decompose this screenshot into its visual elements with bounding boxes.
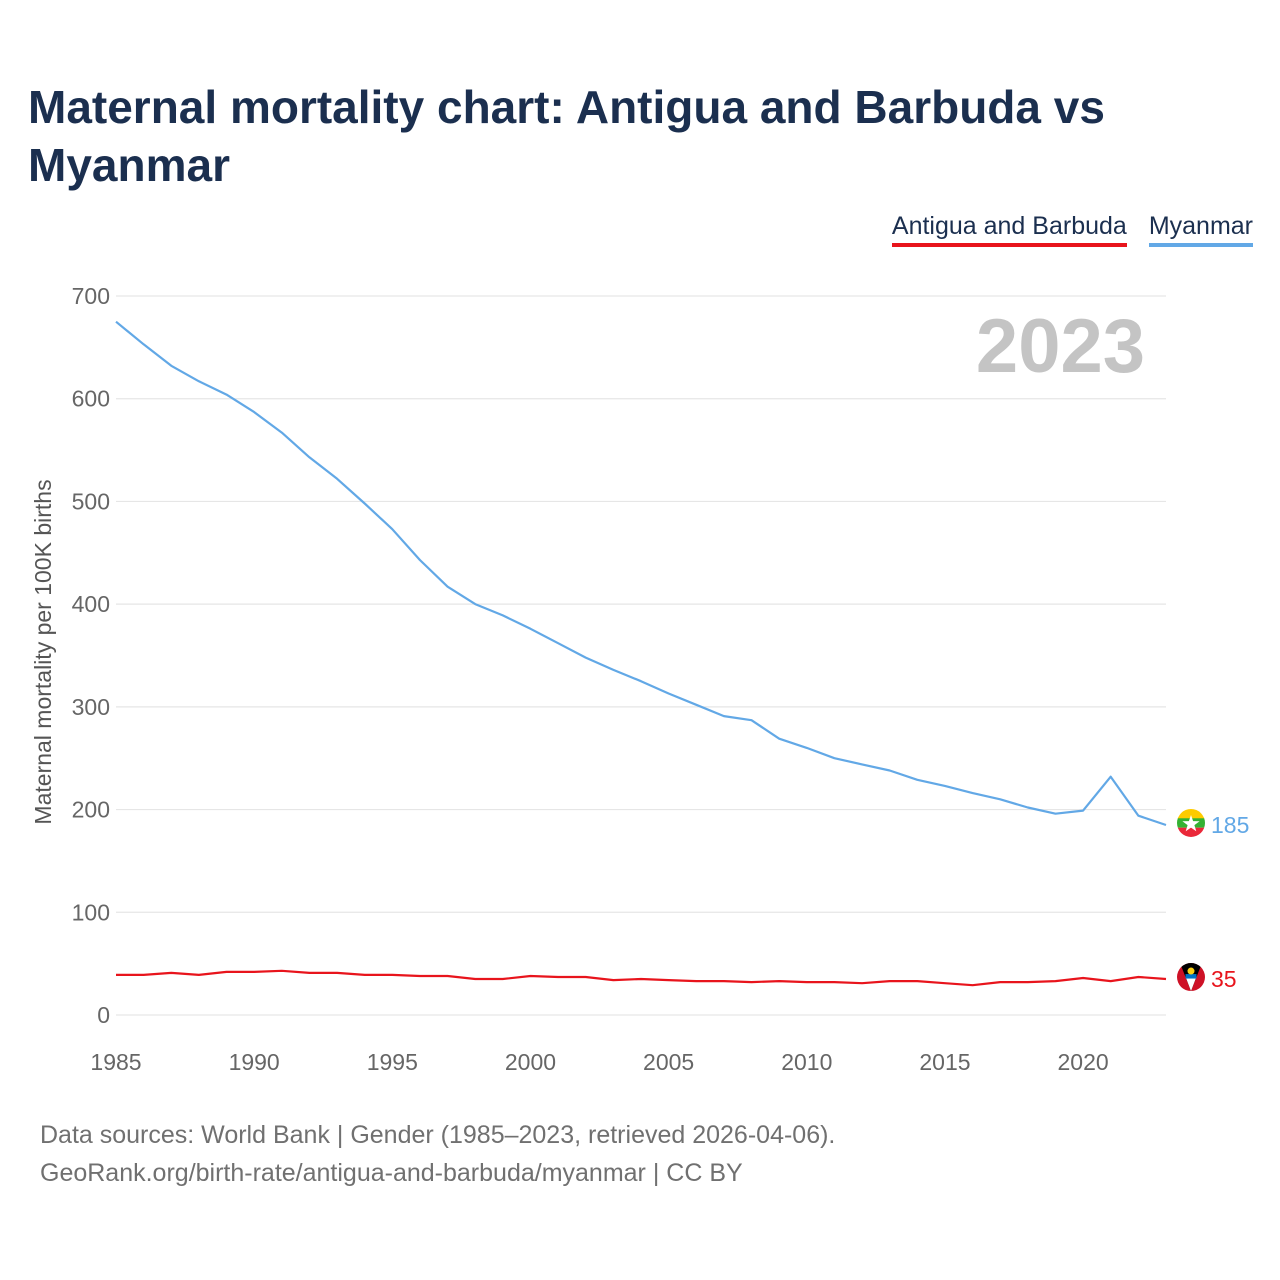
y-tick-label: 100 [72, 899, 110, 925]
y-tick-label: 400 [72, 591, 110, 617]
footer-link[interactable]: GeoRank.org/birth-rate/antigua-and-barbu… [40, 1159, 743, 1187]
endpoint-antigua-and-barbuda [1177, 963, 1205, 992]
myanmar-flag-icon [1177, 808, 1205, 837]
endpoint-myanmar [1177, 808, 1205, 837]
series-line-myanmar[interactable] [115, 320, 1167, 827]
y-tick-label: 700 [72, 283, 110, 309]
chart-title: Maternal mortality chart: Antigua and Ba… [28, 81, 1105, 191]
x-tick-label: 1990 [229, 1049, 280, 1075]
antigua-and-barbuda-flag-icon [1177, 963, 1205, 992]
y-axis-label: Maternal mortality per 100K births [30, 479, 56, 824]
end-value-label-myanmar: 185 [1211, 812, 1249, 838]
legend-item-antigua-and-barbuda[interactable]: Antigua and Barbuda [891, 212, 1127, 247]
y-tick-label: 600 [72, 386, 110, 412]
x-tick-label: 2005 [643, 1049, 694, 1075]
y-tick-label: 500 [72, 488, 110, 514]
x-tick-label: 2015 [919, 1049, 970, 1075]
x-tick-label: 1995 [367, 1049, 418, 1075]
year-watermark: 2023 [976, 304, 1145, 389]
series-line-antigua-and-barbuda[interactable] [116, 969, 1167, 987]
footer-sources: Data sources: World Bank | Gender (1985–… [40, 1121, 836, 1149]
x-tick-label: 2020 [1058, 1049, 1109, 1075]
x-tick-label: 2000 [505, 1049, 556, 1075]
y-tick-label: 200 [72, 797, 110, 823]
end-value-label-antigua-and-barbuda: 35 [1211, 966, 1237, 992]
y-tick-label: 0 [97, 1002, 110, 1028]
line-chart: 0 100 200 300 400 500 600 700 1985 1990 1995 2000 2… [30, 283, 1249, 1075]
footer: Data sources: World Bank | Gender (1985–… [40, 1116, 835, 1192]
x-tick-label: 1985 [90, 1049, 141, 1075]
legend: Antigua and Barbuda Myanmar [891, 212, 1253, 247]
x-tick-label: 2010 [781, 1049, 832, 1075]
legend-item-myanmar[interactable]: Myanmar [1148, 212, 1253, 247]
y-tick-label: 300 [72, 694, 110, 720]
